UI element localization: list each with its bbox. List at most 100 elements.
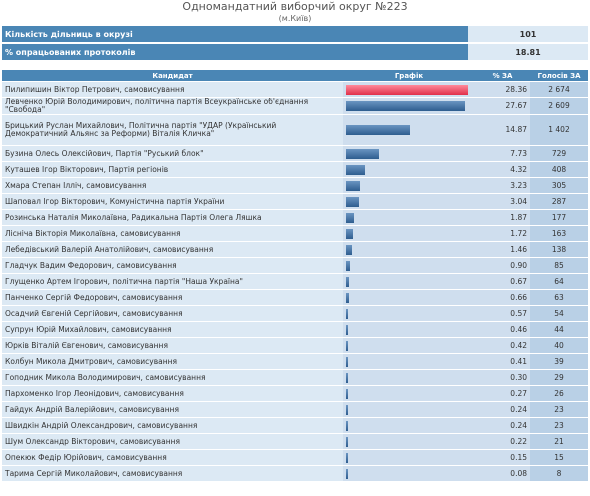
table-row: Шаповал Ігор Вікторович, Комуністична па… (2, 194, 588, 209)
votes-value: 15 (530, 450, 588, 465)
table-row: Гоподник Микола Володимирович, самовисув… (2, 370, 588, 385)
chart-cell (343, 402, 475, 417)
candidate-name: Тарима Сергій Миколайович, самовисування (2, 466, 343, 481)
header-chart[interactable]: Графік (343, 70, 475, 81)
result-bar (346, 228, 353, 239)
candidate-name: Супрун Юрій Михайлович, самовисування (2, 322, 343, 337)
chart-cell (343, 306, 475, 321)
percent-value: 0.57 (475, 306, 530, 321)
votes-value: 23 (530, 418, 588, 433)
votes-value: 729 (530, 146, 588, 161)
results-header-row: Кандидат Графік % ЗА Голосів ЗА (2, 70, 588, 81)
chart-cell (343, 386, 475, 401)
votes-value: 85 (530, 258, 588, 273)
candidate-name: Лісніча Вікторія Миколаївна, самовисуван… (2, 226, 343, 241)
percent-value: 14.87 (475, 115, 530, 145)
summary-label: % опрацьованих протоколів (2, 44, 468, 60)
candidate-name: Гоподник Микола Володимирович, самовисув… (2, 370, 343, 385)
candidate-name: Шум Олександр Вікторович, самовисування (2, 434, 343, 449)
page-subtitle: (м.Київ) (278, 14, 312, 23)
table-row: Колбун Микола Дмитрович, самовисування 0.… (2, 354, 588, 369)
chart-cell (343, 178, 475, 193)
candidate-name: Осадчий Євгеній Сергійович, самовисуванн… (2, 306, 343, 321)
result-bar (346, 84, 468, 95)
result-bar (346, 164, 365, 175)
percent-value: 0.42 (475, 338, 530, 353)
table-row: Швидкін Андрій Олександрович, самовисува… (2, 418, 588, 433)
votes-value: 177 (530, 210, 588, 225)
chart-cell (343, 434, 475, 449)
candidate-name: Шаповал Ігор Вікторович, Комуністична па… (2, 194, 343, 209)
header-candidate[interactable]: Кандидат (2, 70, 343, 81)
percent-value: 0.46 (475, 322, 530, 337)
votes-value: 29 (530, 370, 588, 385)
candidate-name: Куташев Ігор Вікторович, Партія регіонів (2, 162, 343, 177)
chart-cell (343, 98, 475, 114)
votes-value: 305 (530, 178, 588, 193)
candidate-name: Панченко Сергій Федорович, самовисування (2, 290, 343, 305)
results-body: Пилипишин Віктор Петрович, самовисування… (2, 82, 588, 481)
result-bar (346, 101, 465, 111)
percent-value: 27.67 (475, 98, 530, 114)
summary-value: 101 (468, 26, 588, 42)
summary-row: Кількість дільниць в окрузі 101 (2, 26, 588, 42)
votes-value: 44 (530, 322, 588, 337)
header-percent[interactable]: % ЗА (475, 70, 530, 81)
percent-value: 0.90 (475, 258, 530, 273)
candidate-name: Пилипишин Віктор Петрович, самовисування (2, 82, 343, 97)
chart-cell (343, 226, 475, 241)
table-row: Куташев Ігор Вікторович, Партія регіонів… (2, 162, 588, 177)
table-row: Юрків Віталій Євгенович, самовисування 0.… (2, 338, 588, 353)
chart-cell (343, 258, 475, 273)
table-row: Супрун Юрій Михайлович, самовисування 0.4… (2, 322, 588, 337)
votes-value: 1 402 (530, 115, 588, 145)
chart-cell (343, 242, 475, 257)
chart-cell (343, 370, 475, 385)
summary-label: Кількість дільниць в окрузі (2, 26, 468, 42)
votes-value: 40 (530, 338, 588, 353)
table-row: Осадчий Євгеній Сергійович, самовисуванн… (2, 306, 588, 321)
votes-value: 163 (530, 226, 588, 241)
result-bar (346, 276, 349, 287)
candidate-name: Швидкін Андрій Олександрович, самовисува… (2, 418, 343, 433)
summary-table: Кількість дільниць в окрузі 101 % опраць… (2, 24, 588, 62)
table-row: Брицький Руслан Михайлович, Політична па… (2, 115, 588, 145)
chart-cell (343, 450, 475, 465)
candidate-name: Гладчук Вадим Федорович, самовисування (2, 258, 343, 273)
result-bar (346, 372, 348, 383)
candidate-name: Лебедівський Валерій Анатолійович, самов… (2, 242, 343, 257)
percent-value: 4.32 (475, 162, 530, 177)
result-bar (346, 356, 348, 367)
candidate-name: Розинська Наталія Миколаївна, Радикальна… (2, 210, 343, 225)
chart-cell (343, 354, 475, 369)
chart-cell (343, 466, 475, 481)
chart-cell (343, 290, 475, 305)
results-table: Кандидат Графік % ЗА Голосів ЗА Пилипиши… (2, 69, 588, 482)
page-title: Одномандатний виборчий округ №223 (182, 0, 408, 13)
table-row: Левченко Юрій Володимирович, політична п… (2, 98, 588, 114)
votes-value: 408 (530, 162, 588, 177)
result-bar (346, 292, 349, 303)
table-row: Лісніча Вікторія Миколаївна, самовисуван… (2, 226, 588, 241)
result-bar (346, 436, 348, 447)
votes-value: 21 (530, 434, 588, 449)
result-bar (346, 420, 348, 431)
table-row: Гайдук Андрій Валерійович, самовисування… (2, 402, 588, 417)
votes-value: 2 609 (530, 98, 588, 114)
percent-value: 1.87 (475, 210, 530, 225)
header-votes[interactable]: Голосів ЗА (530, 70, 588, 81)
percent-value: 0.15 (475, 450, 530, 465)
percent-value: 3.04 (475, 194, 530, 209)
table-row: Бузина Олесь Олексійович, Партія "Руськи… (2, 146, 588, 161)
chart-cell (343, 210, 475, 225)
table-row: Лебедівський Валерій Анатолійович, самов… (2, 242, 588, 257)
table-row: Гладчук Вадим Федорович, самовисування 0.… (2, 258, 588, 273)
chart-cell (343, 115, 475, 145)
percent-value: 3.23 (475, 178, 530, 193)
result-bar (346, 196, 359, 207)
result-bar (346, 340, 348, 351)
summary-value: 18.81 (468, 44, 588, 60)
candidate-name: Хмара Степан Ілліч, самовисування (2, 178, 343, 193)
candidate-name: Брицький Руслан Михайлович, Політична па… (2, 115, 343, 145)
table-row: Пархоменко Ігор Леонідович, самовисуванн… (2, 386, 588, 401)
